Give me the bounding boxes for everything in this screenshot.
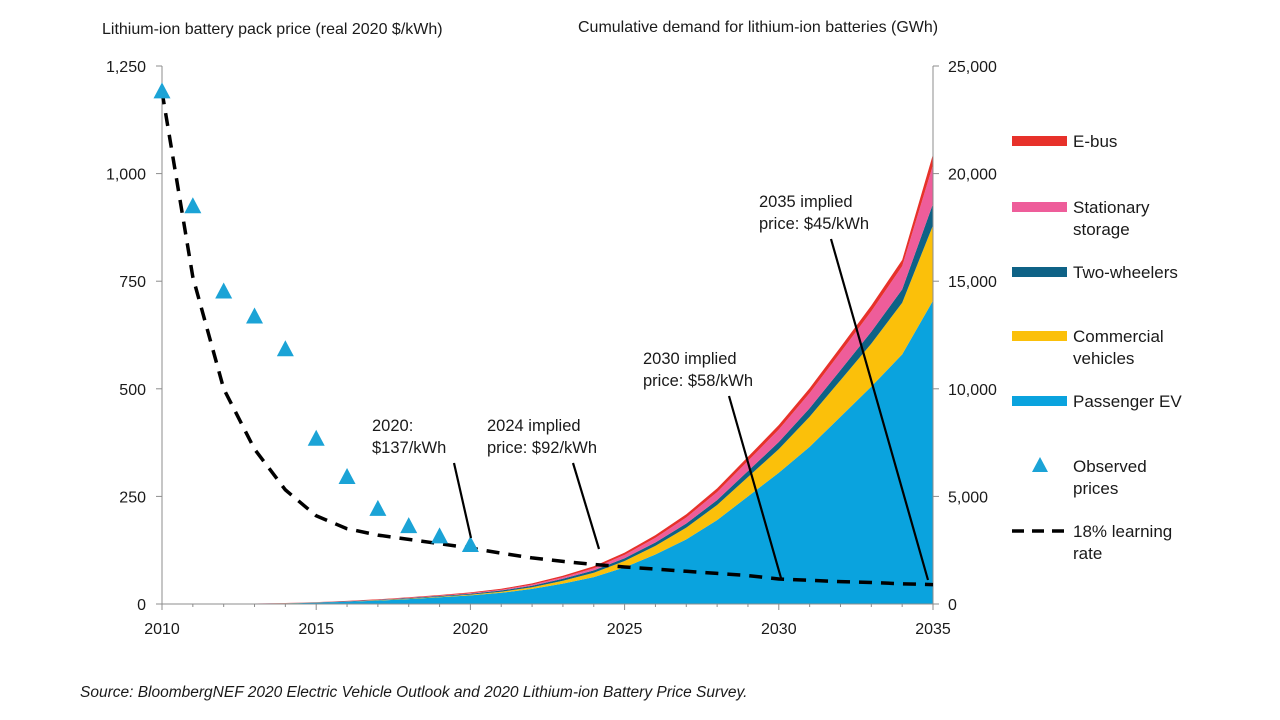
left-tick-label: 750 (119, 274, 146, 291)
legend-stationary-storage-label: Stationary storage (1073, 198, 1150, 239)
annotation-leader-2035 (829, 238, 930, 581)
left-tick-label: 0 (137, 597, 146, 614)
left-tick-label: 500 (119, 382, 146, 399)
stacked-areas (162, 154, 933, 604)
legend-passenger-ev-swatch (1012, 396, 1067, 406)
observed-price-marker (184, 197, 202, 214)
observed-price-marker (369, 499, 387, 516)
observed-price-marker (431, 527, 449, 544)
legend-stationary-storage-swatch (1012, 202, 1067, 212)
observed-price-marker (461, 536, 479, 553)
left-tick-label: 250 (119, 489, 146, 506)
right-axis-title: Cumulative demand for lithium-ion batter… (578, 19, 938, 36)
x-tick-label: 2010 (144, 621, 180, 638)
x-tick-label: 2015 (298, 621, 334, 638)
right-tick-label: 25,000 (948, 59, 997, 76)
left-tick-label: 1,000 (106, 167, 146, 184)
observed-price-marker (400, 517, 418, 534)
legend-two-wheelers-label: Two-wheelers (1073, 263, 1178, 282)
legend-commercial-vehicles-label: Commercial vehicles (1073, 327, 1164, 368)
annotation-2020: 2020: $137/kWh (372, 417, 446, 457)
legend-observed-prices-label: Observed prices (1073, 457, 1147, 498)
right-tick-label: 5,000 (948, 489, 988, 506)
right-tick-label: 20,000 (948, 167, 997, 184)
axes: 0 250 500 750 1,000 1,250 0 5,000 10,000 15,000 20… (106, 59, 997, 638)
observed-price-marker (153, 82, 171, 99)
annotation-leader-2020 (452, 462, 473, 539)
x-tick-label: 2020 (453, 621, 489, 638)
learning-rate-line (160, 91, 934, 587)
right-tick-label: 0 (948, 597, 957, 614)
observed-price-marker (307, 429, 325, 446)
x-tick-label: 2025 (607, 621, 643, 638)
source-note: Source: BloombergNEF 2020 Electric Vehic… (80, 684, 747, 701)
annotation-leader-2030 (727, 395, 783, 579)
x-tick-label: 2030 (761, 621, 797, 638)
annotation-leader-2024 (571, 462, 601, 550)
area-passenger-ev (162, 300, 933, 604)
legend: E-bus Stationary storage Two-wheelers Commer… (1012, 132, 1182, 563)
legend-e-bus-swatch (1012, 136, 1067, 146)
legend-e-bus-label: E-bus (1073, 132, 1117, 151)
right-tick-label: 10,000 (948, 382, 997, 399)
observed-prices-group (153, 82, 479, 553)
x-tick-label: 2035 (915, 621, 951, 638)
observed-price-marker (246, 307, 264, 324)
legend-passenger-ev-label: Passenger EV (1073, 392, 1182, 411)
observed-price-marker (276, 340, 294, 357)
annotation-2035: 2035 implied price: $45/kWh (759, 193, 869, 233)
legend-two-wheelers-swatch (1012, 267, 1067, 277)
legend-commercial-vehicles-swatch (1012, 331, 1067, 341)
learning-curve-group (160, 91, 934, 587)
left-tick-label: 1,250 (106, 59, 146, 76)
left-axis-title: Lithium-ion battery pack price (real 202… (102, 21, 443, 38)
observed-price-marker (215, 282, 233, 299)
legend-18-learning-rate-label: 18% learning rate (1073, 522, 1172, 563)
observed-price-marker (338, 468, 356, 485)
annotations: 2020: $137/kWh 2024 implied price: $92/kWh 2… (372, 193, 930, 581)
annotation-2024: 2024 implied price: $92/kWh (487, 417, 597, 457)
annotation-2030: 2030 implied price: $58/kWh (643, 350, 753, 390)
right-tick-label: 15,000 (948, 274, 997, 291)
legend-observed-prices-marker (1032, 457, 1048, 472)
